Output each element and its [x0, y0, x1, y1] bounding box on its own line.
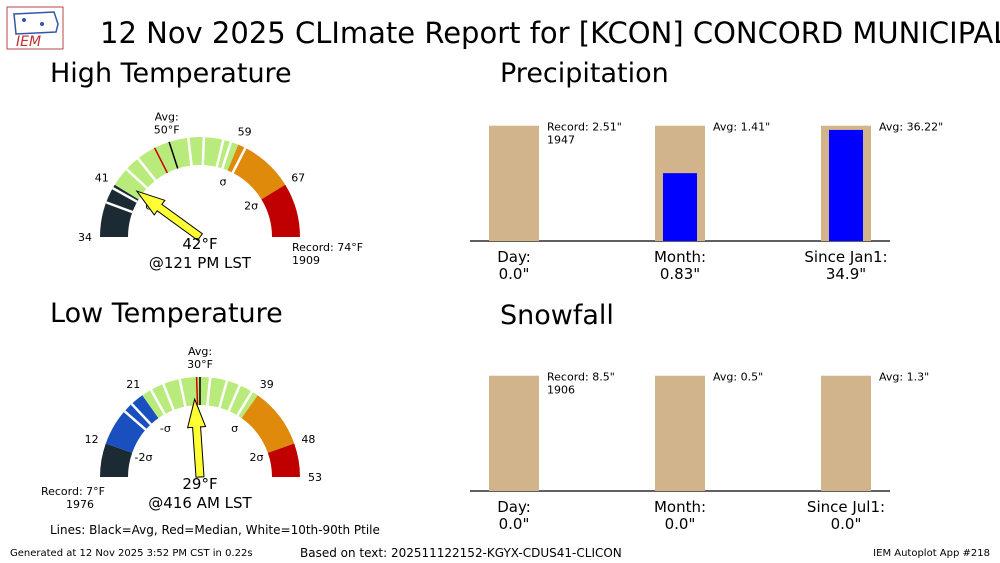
reference-bar [655, 375, 705, 491]
percentile-tick [236, 390, 254, 417]
reference-bar [821, 375, 871, 491]
gauge-zone [100, 443, 133, 477]
percentile-tick [105, 201, 133, 214]
avg-value-label: 50°F [154, 123, 180, 136]
percentile-tick [130, 403, 152, 426]
logo-text: IEM [16, 34, 41, 50]
x-label: Since Jan1: [804, 248, 887, 266]
low-temp-gauge: Avg:30°F 12 21 39 48 53 -2σ -σ σ 2σ 29°F@416 AM LS… [41, 345, 322, 512]
low-temp-title: Low Temperature [50, 298, 283, 329]
x-label: Day: [497, 498, 531, 516]
precip-title: Precipitation [500, 58, 669, 89]
reference-label: Record: 8.5" [547, 371, 615, 384]
needle [186, 397, 207, 478]
avg-label: Avg: [188, 345, 212, 358]
percentile-tick [178, 378, 187, 407]
percentile-tick [206, 377, 212, 406]
percentile-tick [201, 137, 206, 166]
reference-label: Avg: 0.5" [713, 371, 763, 384]
snowfall-title: Snowfall [500, 300, 614, 331]
sigma-label: σ [219, 176, 226, 189]
reference-year: 1947 [547, 134, 575, 147]
record-year: 1976 [66, 498, 94, 511]
percentile-tick [231, 147, 247, 174]
sigma-label: -σ [160, 422, 171, 435]
observed-value: 42°F [182, 235, 217, 253]
percentile-tick [149, 389, 166, 415]
observed-bar [829, 129, 863, 241]
median-line [153, 147, 168, 174]
x-value: 34.9" [826, 265, 866, 283]
gauge-zone [227, 144, 286, 200]
avg-label: Avg: [155, 110, 179, 123]
gauge-zone [267, 443, 300, 477]
footer-app: IEM Autoplot App #218 [873, 548, 990, 559]
reference-label: Avg: 1.41" [713, 121, 770, 134]
x-label: Since Jul1: [807, 498, 885, 516]
reference-label: Record: 2.51" [547, 121, 622, 134]
footer-source: Based on text: 202511122152-KGYX-CDUS41-… [300, 546, 622, 560]
high-temp-title: High Temperature [50, 58, 292, 89]
reference-year: 1906 [547, 384, 575, 397]
precip-bar-chart: Record: 2.51"1947 Day:0.0" Avg: 1.41" Month… [470, 121, 943, 283]
observed-bar [663, 173, 697, 241]
tick-label: 67 [291, 171, 305, 184]
x-label: Day: [497, 248, 531, 266]
percentile-tick [218, 380, 229, 409]
percentile-tick [215, 139, 225, 168]
high-temp-gauge: Avg:50°F34415967σσ2σ42°F@121 PM LSTRecor… [78, 110, 363, 272]
avg-line [168, 141, 179, 169]
record-label: Record: 7°F [41, 485, 105, 498]
footer-generated: Generated at 12 Nov 2025 3:52 PM CST in … [10, 548, 253, 559]
reference-bar [489, 375, 539, 491]
tick-label: 48 [301, 433, 315, 446]
percentile-tick [137, 157, 157, 182]
observed-time: @416 AM LST [148, 494, 252, 512]
x-value: 0.83" [660, 265, 700, 283]
iem-logo: IEM [6, 6, 64, 54]
sigma-label: 2σ [244, 200, 258, 213]
tick-label: 34 [78, 231, 92, 244]
gauge-zone [105, 395, 159, 453]
percentile-tick [125, 168, 148, 190]
reference-label: Avg: 1.3" [879, 371, 929, 384]
record-year: 1909 [292, 254, 320, 267]
tick-label: 41 [95, 171, 109, 184]
percentile-tick [221, 141, 233, 169]
x-value: 0.0" [831, 515, 862, 533]
needle [135, 190, 204, 241]
reference-bar [489, 125, 539, 241]
tick-label: 21 [126, 378, 140, 391]
sigma-label: 2σ [250, 451, 264, 464]
percentile-tick [162, 383, 175, 411]
percentile-tick [123, 410, 147, 431]
tick-label: 12 [85, 433, 99, 446]
observed-value: 29°F [182, 475, 217, 493]
percentile-tick [112, 187, 138, 203]
x-label: Month: [654, 248, 706, 266]
x-label: Month: [654, 498, 706, 516]
observed-time: @121 PM LST [149, 254, 252, 272]
reference-label: Avg: 36.22" [879, 121, 943, 134]
x-value: 0.0" [499, 515, 530, 533]
sigma-label: -2σ [134, 451, 152, 464]
avg-value-label: 30°F [187, 358, 213, 371]
gauge-zone [114, 137, 239, 200]
sigma-label: σ [231, 422, 238, 435]
tick-label: 59 [238, 126, 252, 139]
x-value: 0.0" [499, 265, 530, 283]
gauge-zone [261, 184, 300, 237]
page-title: 12 Nov 2025 CLImate Report for [KCON] CO… [100, 16, 1000, 50]
tick-label: 39 [260, 378, 274, 391]
percentile-tick [227, 384, 241, 412]
gauge-zone [241, 395, 295, 453]
x-value: 0.0" [665, 515, 696, 533]
median-line [195, 377, 199, 406]
percentile-tick [187, 137, 193, 166]
record-label: Record: 74°F [292, 241, 363, 254]
lines-legend: Lines: Black=Avg, Red=Median, White=10th… [50, 523, 380, 537]
tick-label: 53 [308, 471, 322, 484]
